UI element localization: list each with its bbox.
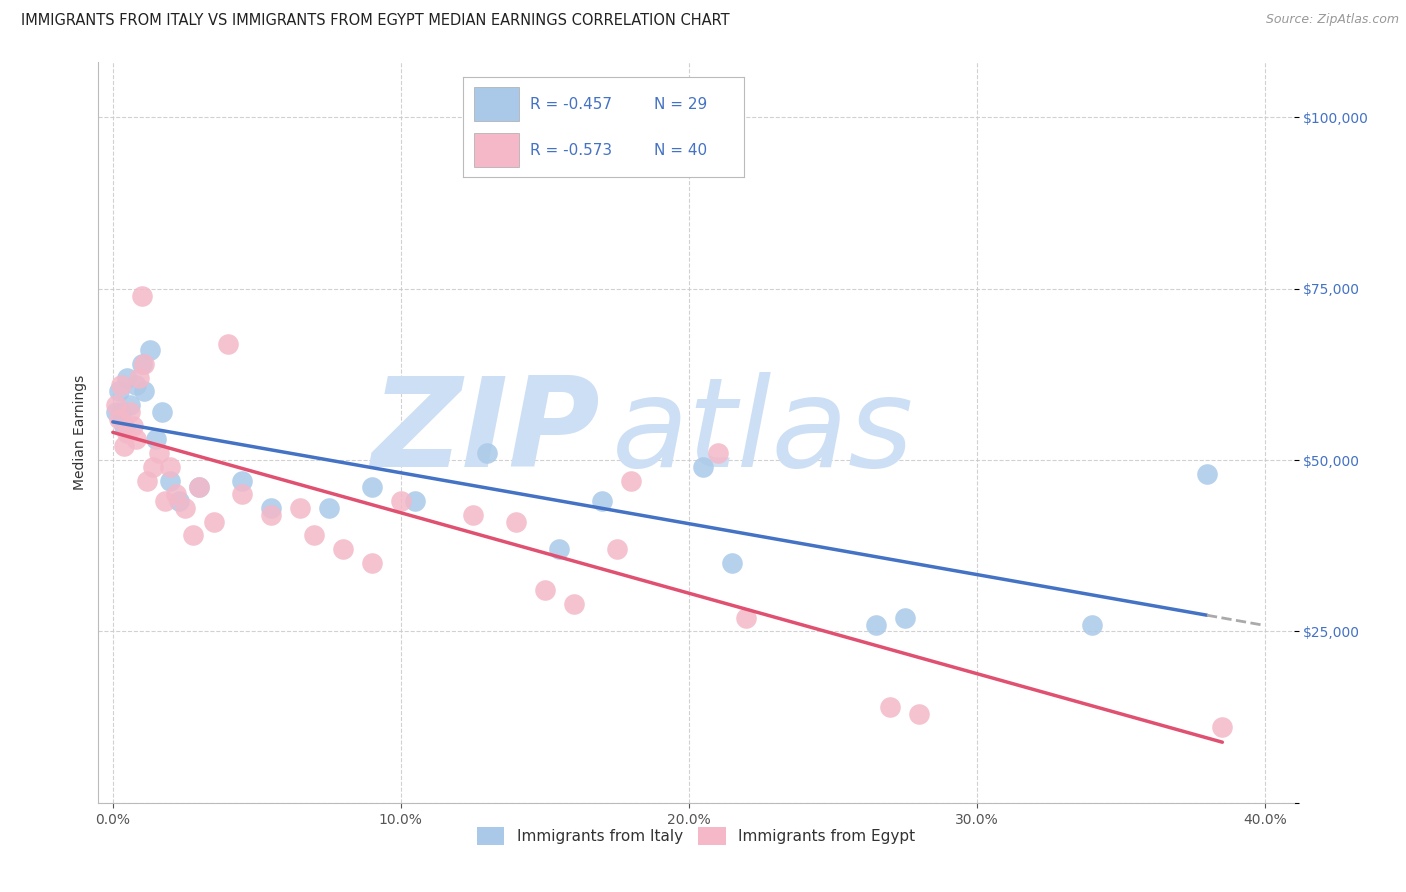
Text: atlas: atlas: [613, 372, 914, 493]
Point: [202, 515, 225, 529]
Point: [110, 405, 132, 419]
Point: [107, 384, 129, 399]
Point: [389, 494, 412, 508]
Point: [404, 494, 426, 508]
Point: [131, 357, 153, 371]
Text: ZIP: ZIP: [371, 372, 600, 493]
Point: [112, 418, 135, 433]
Point: [865, 617, 887, 632]
Point: [260, 508, 283, 522]
Point: [167, 494, 190, 508]
Text: IMMIGRANTS FROM ITALY VS IMMIGRANTS FROM EGYPT MEDIAN EARNINGS CORRELATION CHART: IMMIGRANTS FROM ITALY VS IMMIGRANTS FROM…: [21, 13, 730, 29]
Point: [217, 336, 239, 351]
Point: [183, 528, 205, 542]
Point: [115, 371, 138, 385]
Point: [159, 459, 181, 474]
Point: [104, 398, 127, 412]
Point: [125, 377, 148, 392]
Point: [188, 480, 211, 494]
Point: [134, 357, 156, 371]
Point: [122, 418, 145, 433]
Point: [477, 446, 499, 460]
Point: [150, 405, 173, 419]
Point: [231, 474, 253, 488]
Point: [620, 474, 643, 488]
Point: [332, 542, 354, 557]
Point: [110, 377, 132, 392]
Point: [533, 583, 555, 598]
Point: [721, 556, 744, 570]
Point: [120, 398, 142, 412]
Point: [879, 699, 901, 714]
Point: [142, 459, 165, 474]
Point: [893, 610, 915, 624]
Point: [120, 405, 142, 419]
Point: [1197, 467, 1219, 481]
Text: Source: ZipAtlas.com: Source: ZipAtlas.com: [1265, 13, 1399, 27]
Point: [304, 528, 326, 542]
Point: [908, 706, 931, 721]
Point: [112, 439, 135, 453]
Point: [231, 487, 253, 501]
Point: [165, 487, 187, 501]
Point: [153, 494, 176, 508]
Point: [706, 446, 728, 460]
Point: [692, 459, 714, 474]
Point: [562, 597, 585, 611]
Point: [260, 501, 283, 516]
Y-axis label: Median Earnings: Median Earnings: [73, 375, 87, 491]
Point: [288, 501, 311, 516]
Point: [1081, 617, 1104, 632]
Point: [145, 433, 167, 447]
Legend: Immigrants from Italy, Immigrants from Egypt: Immigrants from Italy, Immigrants from E…: [471, 821, 921, 851]
Point: [591, 494, 613, 508]
Point: [136, 474, 159, 488]
Point: [606, 542, 628, 557]
Point: [148, 446, 170, 460]
Point: [361, 480, 384, 494]
Point: [361, 556, 384, 570]
Point: [131, 288, 153, 302]
Point: [104, 405, 127, 419]
Point: [735, 610, 758, 624]
Point: [318, 501, 340, 516]
Point: [1211, 720, 1233, 734]
Point: [188, 480, 211, 494]
Point: [125, 433, 148, 447]
Point: [548, 542, 571, 557]
Point: [173, 501, 195, 516]
Point: [159, 474, 181, 488]
Point: [115, 425, 138, 440]
Point: [139, 343, 162, 358]
Point: [505, 515, 527, 529]
Point: [128, 371, 150, 385]
Point: [134, 384, 156, 399]
Point: [461, 508, 484, 522]
Point: [107, 412, 129, 426]
